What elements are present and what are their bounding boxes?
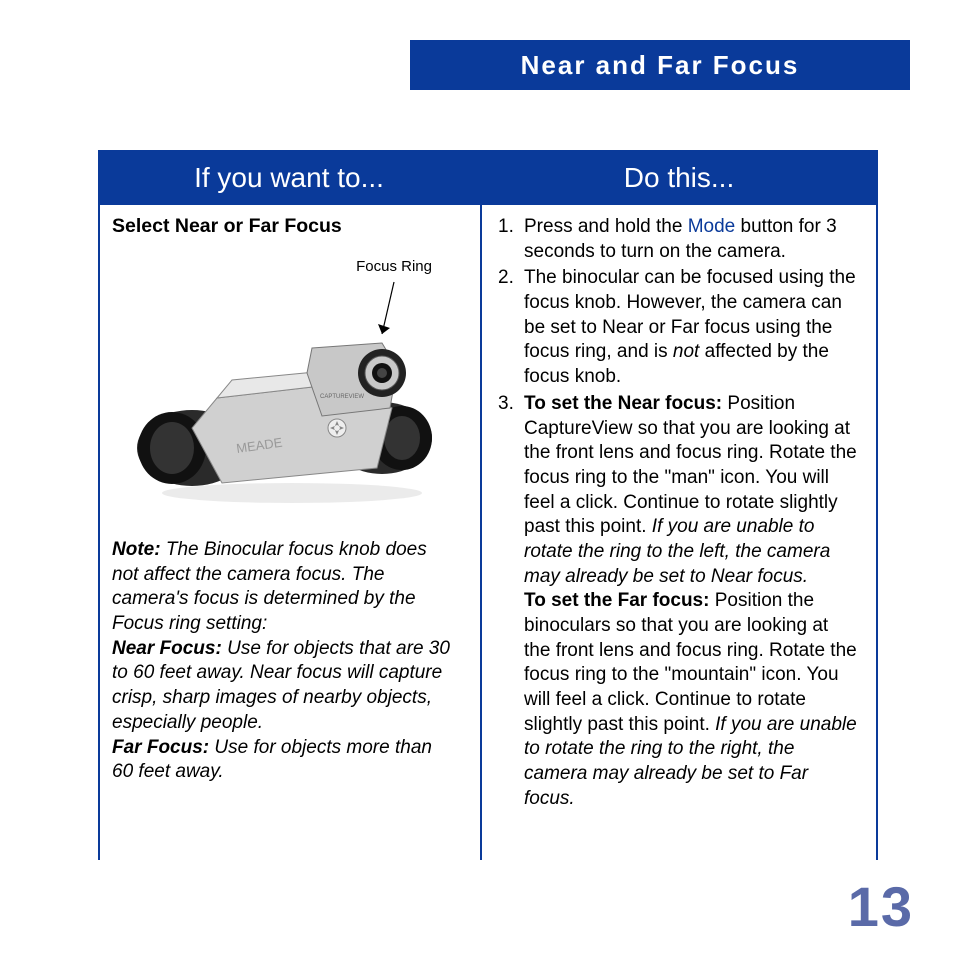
note-label: Note: (112, 539, 161, 560)
step2-not: not (673, 341, 699, 362)
note-block: Note: The Binocular focus knob does not … (112, 538, 457, 785)
binocular-illustration: CAPTUREVIEW MEADE (122, 308, 442, 508)
near-focus-label: Near Focus: (112, 638, 222, 659)
step-number: 2. (498, 266, 524, 389)
step-3: 3. To set the Near focus: Position Captu… (498, 392, 858, 812)
step-2: 2. The binocular can be focused using th… (498, 266, 858, 389)
binocular-figure: Focus Ring (112, 258, 452, 518)
step-number: 1. (498, 215, 524, 264)
near-focus-heading: To set the Near focus: (524, 393, 722, 414)
step1-pre: Press and hold the (524, 216, 688, 237)
mode-button-ref: Mode (688, 216, 736, 237)
step-number: 3. (498, 392, 524, 812)
page-number: 13 (848, 874, 914, 939)
far-focus-label: Far Focus: (112, 737, 209, 758)
focus-ring-label: Focus Ring (356, 258, 432, 275)
far-focus-heading: To set the Far focus: (524, 590, 709, 611)
page-header: Near and Far Focus (410, 40, 910, 90)
right-column: 1. Press and hold the Mode button for 3 … (498, 215, 868, 814)
column-divider (480, 150, 482, 860)
svg-text:CAPTUREVIEW: CAPTUREVIEW (320, 394, 364, 400)
steps-list: 1. Press and hold the Mode button for 3 … (498, 215, 858, 812)
step-1: 1. Press and hold the Mode button for 3 … (498, 215, 858, 264)
left-column: Select Near or Far Focus Focus Ring (112, 215, 467, 785)
select-focus-heading: Select Near or Far Focus (112, 215, 457, 238)
